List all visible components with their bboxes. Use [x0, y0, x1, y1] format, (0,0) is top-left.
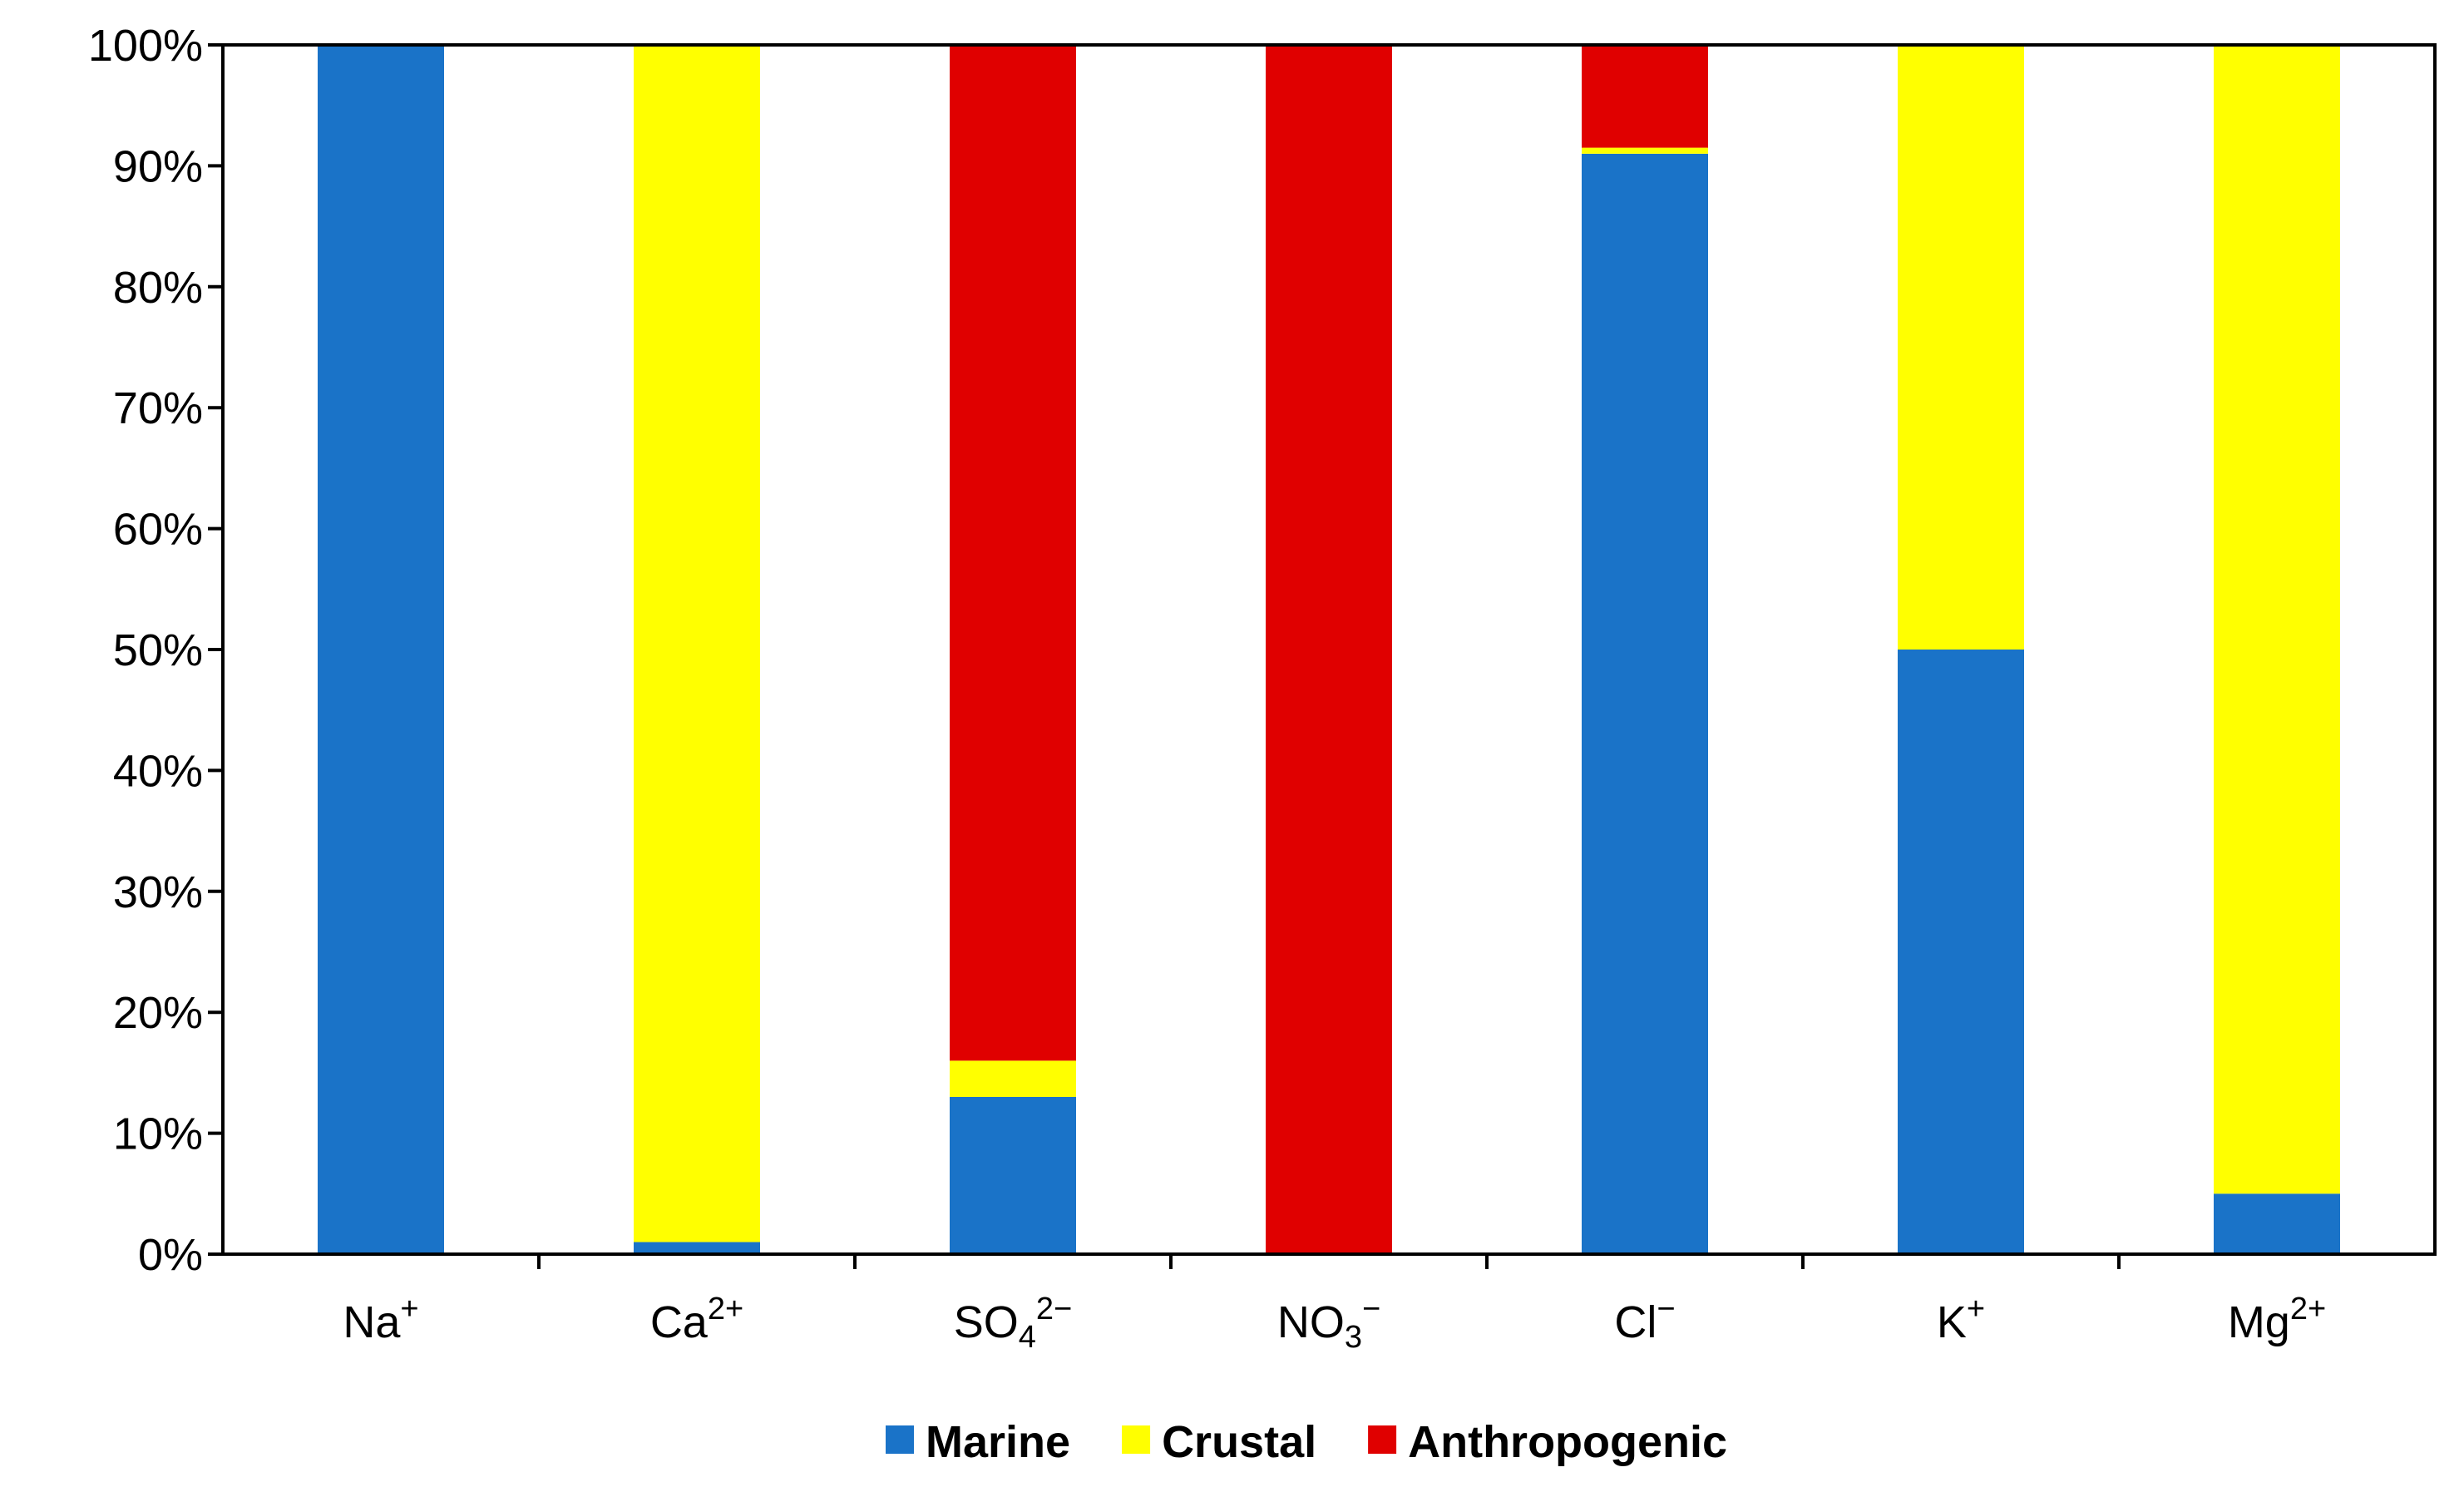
x-category-label: NO3−	[1277, 1292, 1380, 1355]
x-category-label: Na+	[343, 1292, 418, 1347]
bar-crustal-ca	[634, 45, 760, 1243]
y-tick-label: 0%	[138, 1230, 203, 1280]
x-category-label: SO42−	[954, 1292, 1073, 1355]
y-tick-label: 10%	[113, 1109, 203, 1159]
bar-marine-cl	[1582, 153, 1708, 1255]
legend: Marine Crustal Anthropogenic	[886, 1417, 1727, 1467]
x-category-label: Ca2+	[650, 1292, 743, 1347]
bars-layer	[318, 45, 2340, 1255]
category-subscript: 4	[1019, 1320, 1036, 1355]
bar-marine-mg	[2214, 1193, 2340, 1254]
category-superscript: +	[400, 1292, 418, 1326]
legend-swatch-crustal	[1122, 1425, 1151, 1454]
legend-swatch-anthropogenic	[1368, 1425, 1397, 1454]
category-superscript: 2−	[1036, 1292, 1072, 1326]
bar-anthropogenic-cl	[1582, 45, 1708, 148]
category-superscript: −	[1657, 1292, 1675, 1326]
bar-crustal-mg	[2214, 45, 2340, 1194]
y-tick-label: 60%	[113, 505, 203, 555]
y-tick-label: 70%	[113, 383, 203, 433]
category-base: NO	[1277, 1297, 1345, 1347]
bar-crustal-so	[950, 1060, 1076, 1097]
bar-crustal-k	[1898, 45, 2024, 650]
y-tick-label: 80%	[113, 263, 203, 313]
legend-label-crustal: Crustal	[1162, 1417, 1316, 1467]
category-superscript: 2+	[708, 1292, 743, 1326]
bar-crustal-cl	[1582, 147, 1708, 154]
y-tick-label: 30%	[113, 867, 203, 917]
x-axis: Na+ Ca2+ SO42− NO3− Cl− K+ Mg2+	[343, 1254, 2326, 1355]
y-tick-label: 20%	[113, 988, 203, 1038]
category-base: SO	[954, 1297, 1019, 1347]
y-tick-label: 90%	[113, 141, 203, 191]
bar-marine-ca	[634, 1242, 760, 1254]
bar-marine-na	[318, 45, 444, 1254]
x-category-label: Cl−	[1614, 1292, 1675, 1347]
legend-label-marine: Marine	[926, 1417, 1070, 1467]
bar-marine-k	[1898, 650, 2024, 1254]
legend-swatch-marine	[886, 1425, 914, 1454]
bar-marine-so	[950, 1096, 1076, 1254]
category-base: Mg	[2228, 1297, 2290, 1347]
category-base: K	[1937, 1297, 1967, 1347]
legend-label-anthropogenic: Anthropogenic	[1408, 1417, 1727, 1467]
x-category-label: Mg2+	[2228, 1292, 2326, 1347]
bar-anthropogenic-so	[950, 45, 1076, 1061]
category-superscript: +	[1967, 1292, 1985, 1326]
y-tick-label: 40%	[113, 746, 203, 796]
x-category-label: K+	[1937, 1292, 1985, 1347]
category-base: Cl	[1614, 1297, 1657, 1347]
category-superscript: −	[1362, 1292, 1380, 1326]
y-axis: 0% 10% 20% 30% 40% 50% 60% 70% 80% 90% 100%	[88, 21, 223, 1280]
bar-anthropogenic-no	[1266, 45, 1392, 1254]
category-base: Na	[343, 1297, 401, 1347]
category-subscript: 3	[1345, 1320, 1362, 1355]
y-tick-label: 50%	[113, 625, 203, 675]
y-tick-label: 100%	[88, 21, 203, 71]
category-superscript: 2+	[2290, 1292, 2326, 1326]
category-base: Ca	[650, 1297, 709, 1347]
